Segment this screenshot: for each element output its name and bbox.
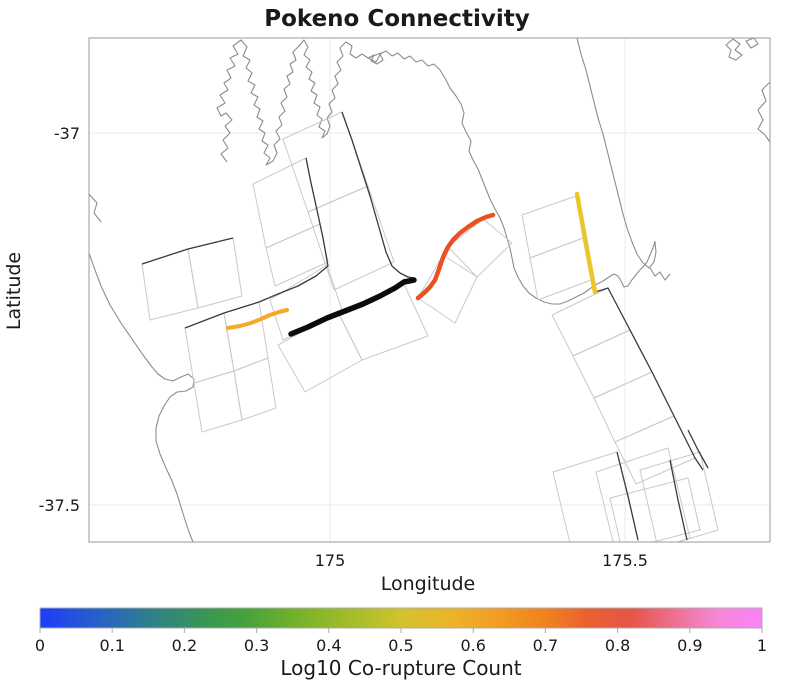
- fault-polygon: [572, 329, 653, 399]
- fault-polygon: [447, 218, 513, 278]
- coastline-path: [757, 81, 770, 143]
- corupture-trace-yellow: [574, 191, 598, 295]
- fault-trace: [616, 451, 639, 541]
- fault-polygon: [614, 415, 696, 485]
- x-axis-label: Longitude: [381, 573, 476, 595]
- fault-polygon: [193, 370, 243, 433]
- target-fault-black: [288, 277, 417, 337]
- axis-tick-labels: 175 175.5 -37 -37.5: [39, 124, 648, 570]
- fault-polygon: [187, 237, 243, 309]
- fault-polygon: [282, 111, 369, 213]
- plot-frame: [88, 37, 771, 543]
- y-tick-label: -37.5: [39, 496, 80, 515]
- colorbar-tick-label: 0.9: [677, 636, 702, 655]
- colorbar-ticks: 0 0.1 0.2 0.3 0.4 0.5 0.6 0.7 0.8 0.9 1: [35, 628, 767, 655]
- fault-polygon: [552, 451, 640, 542]
- colorbar-tick-label: 0.1: [99, 636, 124, 655]
- colorbar-tick-label: 1: [757, 636, 767, 655]
- fault-trace: [594, 287, 704, 471]
- fault-polygon: [252, 157, 321, 249]
- coastline-path: [216, 39, 656, 305]
- x-tick-label: 175.5: [602, 551, 648, 570]
- fault-polygon: [609, 477, 701, 542]
- fault-polygon: [529, 237, 592, 301]
- fault-trace: [669, 459, 688, 541]
- colorbar-tick-label: 0.7: [533, 636, 558, 655]
- colorbar-label: Log10 Co-rupture Count: [280, 656, 521, 680]
- map-geometry: [89, 38, 770, 542]
- fault-polygon: [307, 185, 395, 291]
- coastline-path: [725, 38, 743, 61]
- corupture-trace-orange: [415, 212, 496, 301]
- coastline-path: [576, 38, 657, 269]
- coastline-path: [649, 267, 671, 281]
- fault-polygon: [639, 451, 719, 542]
- colorbar-tick-label: 0.5: [388, 636, 413, 655]
- coastline-path: [745, 38, 759, 49]
- colorbar-tick-label: 0.4: [316, 636, 341, 655]
- coastline-path: [89, 252, 195, 542]
- colorbar: [39, 607, 763, 629]
- fault-trace: [184, 157, 329, 329]
- colorbar-tick-label: 0.3: [244, 636, 269, 655]
- fault-trace: [141, 237, 234, 265]
- fault-polygon: [521, 195, 584, 259]
- fault-trace: [687, 429, 709, 469]
- x-tick-label: 175: [315, 551, 346, 570]
- fault-polygon: [184, 312, 235, 384]
- fault-polygon: [551, 287, 631, 357]
- coastline-path: [367, 52, 382, 63]
- colorbar-tick-label: 0.8: [605, 636, 630, 655]
- coastline-path: [89, 193, 102, 223]
- plot-title: Pokeno Connectivity: [264, 6, 530, 32]
- y-axis-label: Latitude: [3, 252, 25, 330]
- colorbar-tick-label: 0.2: [172, 636, 197, 655]
- colorbar-tick-label: 0.6: [460, 636, 485, 655]
- y-tick-label: -37: [54, 124, 80, 143]
- corupture-trace-amber: [226, 308, 289, 330]
- fault-polygon: [233, 357, 277, 421]
- fault-polygon: [265, 223, 329, 287]
- colorbar-tick-label: 0: [35, 636, 45, 655]
- fault-polygon: [593, 371, 675, 443]
- gridlines: [89, 38, 770, 542]
- fault-trace: [341, 111, 415, 279]
